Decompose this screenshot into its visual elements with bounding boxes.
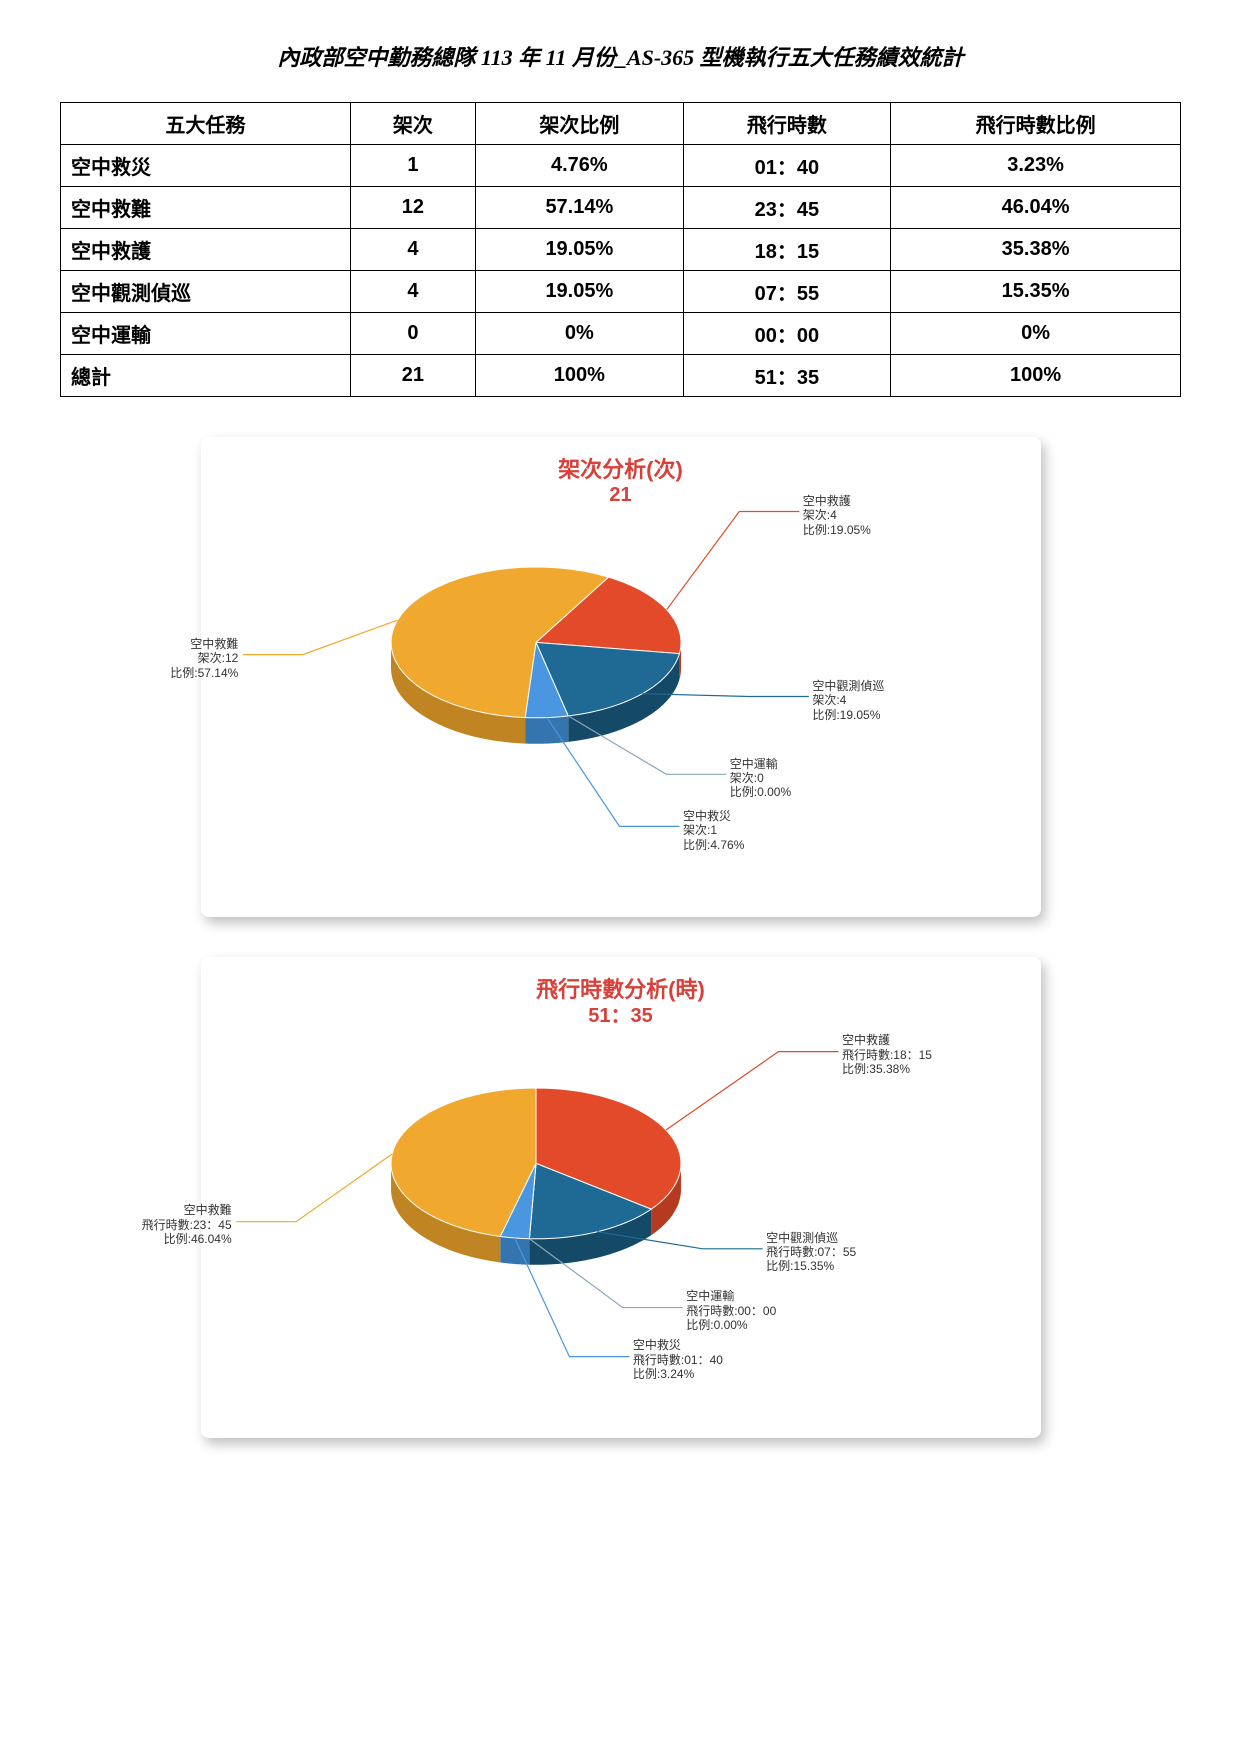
row-value: 12 xyxy=(350,187,475,229)
sorties-pie: 空中救護架次:4比例:19.05%空中觀測偵巡架次:4比例:19.05%空中運輸… xyxy=(231,507,1011,887)
row-value: 0% xyxy=(476,313,684,355)
pie-label: 空中救護飛行時數:18：15比例:35.38% xyxy=(842,1033,932,1076)
row-value: 07：55 xyxy=(683,271,891,313)
pie-label: 空中觀測偵巡飛行時數:07：55比例:15.35% xyxy=(766,1231,856,1274)
col-header: 架次比例 xyxy=(476,103,684,145)
row-label: 總計 xyxy=(61,355,351,397)
col-header: 飛行時數 xyxy=(683,103,891,145)
pie-label: 空中救災架次:1比例:4.76% xyxy=(683,809,744,852)
row-label: 空中運輸 xyxy=(61,313,351,355)
row-value: 3.23% xyxy=(891,145,1181,187)
page-title: 內政部空中勤務總隊 113 年 11 月份_AS-365 型機執行五大任務績效統… xyxy=(60,40,1181,72)
row-value: 19.05% xyxy=(476,271,684,313)
row-value: 35.38% xyxy=(891,229,1181,271)
row-value: 23：45 xyxy=(683,187,891,229)
row-label: 空中救難 xyxy=(61,187,351,229)
row-value: 4 xyxy=(350,229,475,271)
sorties-chart-box: 架次分析(次) 21 空中救護架次:4比例:19.05%空中觀測偵巡架次:4比例… xyxy=(201,437,1041,917)
table-row: 空中救災14.76%01：403.23% xyxy=(61,145,1181,187)
row-value: 100% xyxy=(476,355,684,397)
row-value: 00：00 xyxy=(683,313,891,355)
table-row: 空中運輸00%00：000% xyxy=(61,313,1181,355)
row-value: 0 xyxy=(350,313,475,355)
row-value: 15.35% xyxy=(891,271,1181,313)
hours-pie: 空中救護飛行時數:18：15比例:35.38% 空中觀測偵巡飛行時數:07：55比… xyxy=(231,1028,1011,1408)
hours-chart-title: 飛行時數分析(時) 51：35 xyxy=(231,977,1011,1027)
row-value: 100% xyxy=(891,355,1181,397)
pie-label: 空中救難架次:12比例:57.14% xyxy=(170,637,238,680)
pie-label: 空中運輸架次:0比例:0.00% xyxy=(730,757,791,800)
row-value: 57.14% xyxy=(476,187,684,229)
row-value: 0% xyxy=(891,313,1181,355)
chart1-title-text: 架次分析(次) xyxy=(558,457,683,482)
pie-label: 空中運輸飛行時數:00：00比例:0.00% xyxy=(686,1289,776,1332)
row-value: 4.76% xyxy=(476,145,684,187)
row-value: 01：40 xyxy=(683,145,891,187)
stats-table: 五大任務架次架次比例飛行時數飛行時數比例 空中救災14.76%01：403.23… xyxy=(60,102,1181,397)
pie-label: 空中救難飛行時數:23：45比例:46.04% xyxy=(142,1203,232,1246)
table-row: 空中救護419.05%18：1535.38% xyxy=(61,229,1181,271)
col-header: 架次 xyxy=(350,103,475,145)
row-value: 4 xyxy=(350,271,475,313)
col-header: 飛行時數比例 xyxy=(891,103,1181,145)
pie-label: 空中觀測偵巡架次:4比例:19.05% xyxy=(812,679,884,722)
chart2-subtitle: 51：35 xyxy=(231,1004,1011,1028)
chart1-subtitle: 21 xyxy=(231,483,1011,507)
row-label: 空中救災 xyxy=(61,145,351,187)
table-row: 空中救難1257.14%23：4546.04% xyxy=(61,187,1181,229)
chart2-title-text: 飛行時數分析(時) xyxy=(536,977,705,1002)
pie-label: 空中救護架次:4比例:19.05% xyxy=(803,494,871,537)
row-label: 空中觀測偵巡 xyxy=(61,271,351,313)
row-value: 51：35 xyxy=(683,355,891,397)
row-value: 18：15 xyxy=(683,229,891,271)
row-value: 46.04% xyxy=(891,187,1181,229)
pie-label: 空中救災飛行時數:01：40比例:3.24% xyxy=(633,1338,723,1381)
row-value: 21 xyxy=(350,355,475,397)
table-row: 空中觀測偵巡419.05%07：5515.35% xyxy=(61,271,1181,313)
hours-chart-box: 飛行時數分析(時) 51：35 空中救護飛行時數:18：15比例:35.38%空… xyxy=(201,957,1041,1437)
col-header: 五大任務 xyxy=(61,103,351,145)
row-value: 1 xyxy=(350,145,475,187)
row-value: 19.05% xyxy=(476,229,684,271)
row-label: 空中救護 xyxy=(61,229,351,271)
table-row: 總計21100%51：35100% xyxy=(61,355,1181,397)
sorties-chart-title: 架次分析(次) 21 xyxy=(231,457,1011,507)
